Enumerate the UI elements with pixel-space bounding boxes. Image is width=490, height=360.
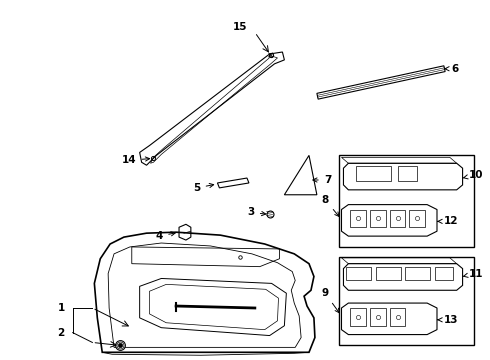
Bar	[350, 308, 366, 326]
Bar	[370, 308, 386, 326]
Text: 10: 10	[463, 170, 483, 180]
Text: 5: 5	[194, 183, 214, 193]
Bar	[435, 267, 453, 280]
Bar	[370, 210, 386, 227]
Text: 8: 8	[321, 195, 339, 216]
Text: 4: 4	[156, 231, 175, 241]
Text: 9: 9	[321, 288, 339, 313]
Bar	[406, 267, 430, 280]
Bar	[350, 210, 366, 227]
Bar	[410, 210, 425, 227]
Bar	[346, 267, 371, 280]
Text: 6: 6	[445, 64, 459, 74]
Bar	[376, 267, 400, 280]
Text: 1: 1	[57, 303, 65, 313]
Bar	[397, 166, 417, 181]
Text: 7: 7	[313, 175, 331, 185]
Text: 12: 12	[438, 216, 458, 226]
Text: 11: 11	[463, 269, 483, 279]
Bar	[390, 308, 406, 326]
Text: 3: 3	[247, 207, 266, 217]
Bar	[356, 166, 391, 181]
Bar	[339, 156, 474, 247]
Bar	[339, 257, 474, 345]
Text: 2: 2	[57, 328, 65, 338]
Bar	[390, 210, 406, 227]
Text: 15: 15	[232, 22, 247, 32]
Text: 13: 13	[438, 315, 458, 325]
Text: 14: 14	[122, 155, 149, 165]
